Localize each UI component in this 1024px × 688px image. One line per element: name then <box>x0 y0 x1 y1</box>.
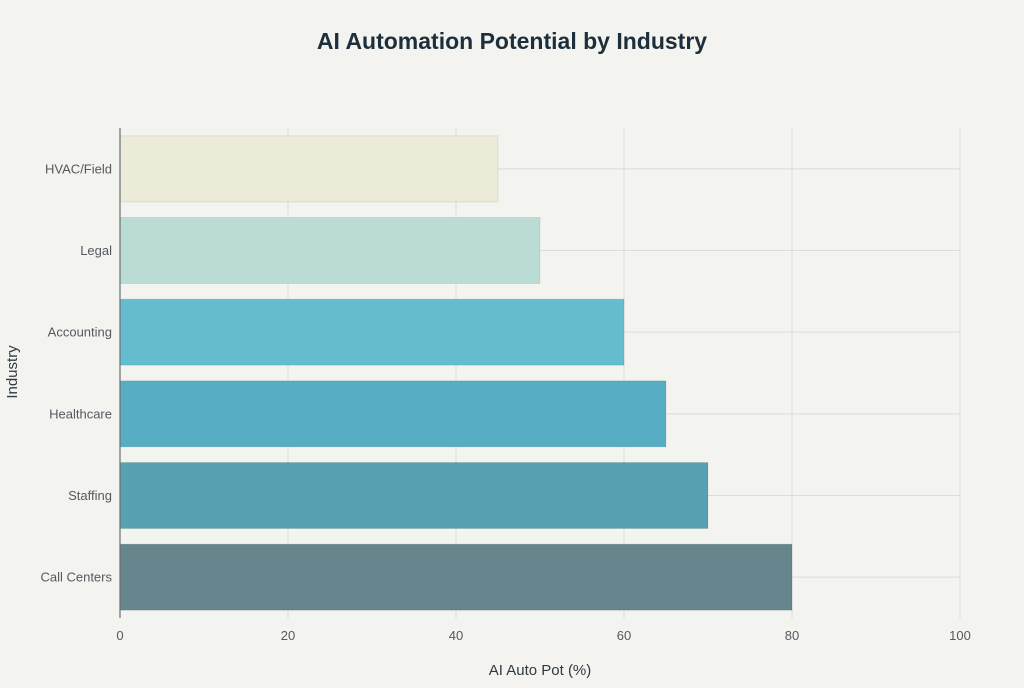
x-tick-label: 20 <box>281 628 295 643</box>
x-tick-label: 100 <box>949 628 971 643</box>
x-tick-label: 0 <box>116 628 123 643</box>
bar-hvac-field <box>119 135 499 203</box>
bar-staffing <box>119 462 709 529</box>
x-axis-title: AI Auto Pot (%) <box>489 662 592 679</box>
x-tick-label: 40 <box>449 628 463 643</box>
y-tick-label: Legal <box>80 243 112 258</box>
y-axis-title: Industry <box>4 345 21 399</box>
y-tick-label: Staffing <box>68 488 112 503</box>
y-tick-label: Accounting <box>48 325 112 340</box>
y-tick-label: Healthcare <box>49 406 112 421</box>
bar-healthcare <box>119 380 667 448</box>
bar-accounting <box>119 298 625 366</box>
x-tick-label: 60 <box>617 628 631 643</box>
axis-layer: 0 20 40 60 80 100 HVAC/Field Legal Accounting Hea… <box>40 128 971 643</box>
y-tick-label: HVAC/Field <box>45 161 112 176</box>
chart-title: AI Automation Potential by Industry <box>316 28 708 54</box>
x-tick-label: 80 <box>785 628 799 643</box>
bar-layer <box>119 135 793 611</box>
y-tick-label: Call Centers <box>40 570 112 585</box>
bar-call-centers <box>119 543 793 611</box>
bar-legal <box>119 217 541 284</box>
